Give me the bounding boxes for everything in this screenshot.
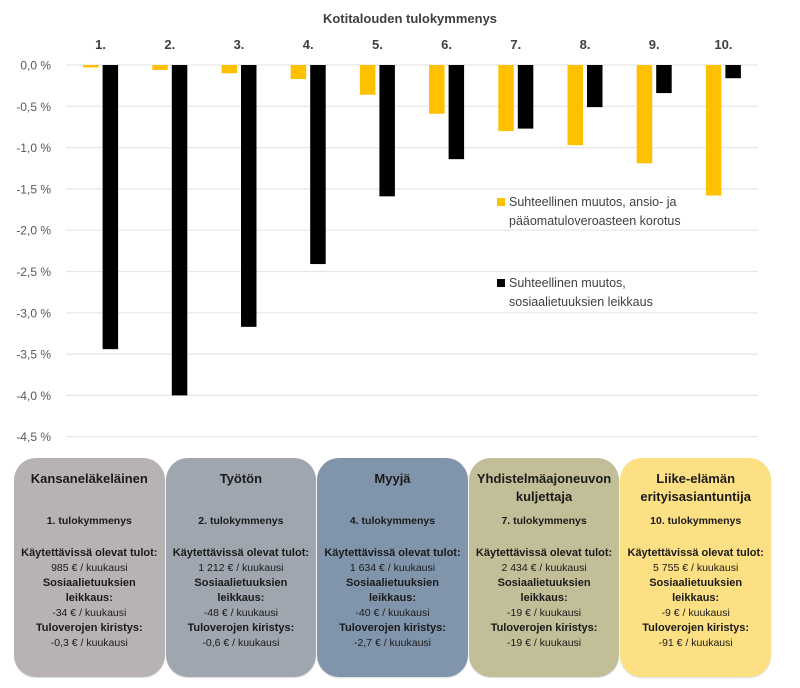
bar-tax-increase — [705, 65, 722, 196]
tax-increase-label: Tuloverojen kiristys: — [35, 621, 143, 634]
income-label: Käytettävissä olevat tulot: — [475, 546, 613, 559]
bars — [83, 65, 741, 396]
category-label: 8. — [580, 37, 591, 52]
card-title: Kansaneläkeläinen — [30, 471, 148, 486]
income-value: 985 € / kuukausi — [51, 561, 128, 574]
tax-increase-value: -0,3 € / kuukausi — [50, 636, 128, 649]
bar-tax-increase — [498, 65, 514, 132]
category-label: 4. — [303, 37, 314, 52]
income-value: 5 755 € / kuukausi — [653, 561, 739, 574]
benefit-cut-label: Sosiaalietuuksien leikkaus: — [42, 576, 136, 604]
tax-increase-label: Tuloverojen kiristys: — [339, 621, 446, 634]
chart-title: Kotitalouden tulokymmenys — [323, 11, 497, 26]
card-decile: 2. tulokymmenys — [198, 515, 284, 527]
y-tick-label: -3,5 % — [16, 348, 51, 362]
profile-card: Työtön 2. tulokymmenys Käytettävissä ole… — [165, 458, 317, 677]
profile-card: Liike-elämän erityisasiantuntija 10. tul… — [620, 458, 771, 677]
legend-swatch — [497, 198, 505, 206]
benefit-cut-value: -48 € / kuukausi — [203, 606, 278, 619]
bar-benefit-cut — [310, 65, 326, 265]
bar-tax-increase — [567, 65, 583, 146]
benefit-cut-label: Sosiaalietuuksien leikkaus: — [194, 576, 288, 604]
legend-label: sosiaalietuuksien leikkaus — [509, 295, 653, 309]
benefit-cut-value: -9 € / kuukausi — [661, 606, 730, 619]
bar-tax-increase — [429, 65, 445, 114]
bar-chart: Kotitalouden tulokymmenys 0,0 % -0,5 % -1,… — [16, 11, 758, 445]
card-decile: 7. tulokymmenys — [501, 515, 587, 527]
bar-benefit-cut — [587, 65, 603, 108]
category-label: 9. — [649, 37, 660, 52]
category-label: 2. — [164, 37, 175, 52]
category-label: 10. — [714, 37, 732, 52]
bar-benefit-cut — [448, 65, 465, 160]
benefit-cut-label: Sosiaalietuuksien leikkaus: — [497, 576, 591, 604]
y-tick-label: 0,0 % — [20, 59, 51, 73]
bar-tax-increase — [221, 65, 237, 74]
card-title: Yhdistelmäajoneuvon kuljettaja — [476, 471, 612, 504]
tax-increase-label: Tuloverojen kiristys: — [490, 621, 598, 634]
benefit-cut-value: -19 € / kuukausi — [507, 606, 582, 619]
x-axis-category-labels: 1. 2. 3. 4. 5. 6. 7. 8. 9. 10. — [95, 37, 732, 52]
y-axis-ticks: 0,0 % -0,5 % -1,0 % -1,5 % -2,0 % -2,5 % -3,0 … — [16, 59, 51, 445]
card-decile: 10. tulokymmenys — [650, 515, 742, 527]
card-title: Myyjä — [374, 471, 411, 486]
bar-tax-increase — [359, 65, 376, 95]
legend-label: Suhteellinen muutos, — [509, 276, 626, 290]
y-tick-label: -3,0 % — [16, 306, 51, 320]
benefit-cut-value: -40 € / kuukausi — [355, 606, 430, 619]
y-tick-label: -4,5 % — [16, 430, 51, 444]
bar-benefit-cut — [656, 65, 672, 94]
y-tick-label: -1,0 % — [16, 141, 51, 155]
tax-increase-value: -0,6 € / kuukausi — [202, 636, 280, 649]
bar-tax-increase — [290, 65, 307, 80]
income-value: 1 634 € / kuukausi — [349, 561, 436, 574]
benefit-cut-label: Sosiaalietuuksien leikkaus: — [346, 576, 439, 604]
category-label: 6. — [441, 37, 452, 52]
income-label: Käytettävissä olevat tulot: — [627, 546, 764, 559]
bar-benefit-cut — [241, 65, 257, 327]
profile-card: Yhdistelmäajoneuvon kuljettaja 7. tuloky… — [468, 458, 620, 677]
benefit-cut-value: -34 € / kuukausi — [52, 606, 127, 619]
bar-tax-increase — [83, 65, 99, 68]
legend-label: Suhteellinen muutos, ansio- ja — [509, 195, 677, 209]
card-decile: 1. tulokymmenys — [46, 515, 132, 527]
legend-swatch — [497, 279, 505, 287]
category-label: 5. — [372, 37, 383, 52]
profile-cards: Kansaneläkeläinen 1. tulokymmenys Käytet… — [14, 458, 771, 677]
bar-benefit-cut — [725, 65, 741, 79]
y-tick-label: -2,0 % — [16, 224, 51, 238]
benefit-cut-label: Sosiaalietuuksien leikkaus: — [649, 576, 743, 604]
bar-tax-increase — [636, 65, 653, 164]
income-label: Käytettävissä olevat tulot: — [172, 546, 310, 559]
tax-increase-label: Tuloverojen kiristys: — [642, 621, 750, 634]
bar-benefit-cut — [171, 65, 188, 396]
income-label: Käytettävissä olevat tulot: — [324, 546, 461, 559]
y-tick-label: -1,5 % — [16, 182, 51, 196]
gridlines — [66, 64, 758, 438]
income-value: 1 212 € / kuukausi — [198, 561, 284, 574]
tax-increase-value: -19 € / kuukausi — [507, 636, 582, 649]
legend: Suhteellinen muutos, ansio- ja pääomatulo… — [497, 195, 681, 309]
tax-increase-value: -2,7 € / kuukausi — [353, 636, 431, 649]
card-title: Liike-elämän erityisasiantuntija — [640, 471, 751, 504]
y-tick-label: -4,0 % — [16, 389, 51, 403]
profile-card: Kansaneläkeläinen 1. tulokymmenys Käytet… — [14, 458, 165, 677]
bar-tax-increase — [152, 65, 168, 70]
category-label: 3. — [234, 37, 245, 52]
card-title: Työtön — [219, 471, 263, 486]
category-label: 7. — [510, 37, 521, 52]
profile-card: Myyjä 4. tulokymmenys Käytettävissä olev… — [317, 458, 468, 677]
category-label: 1. — [95, 37, 106, 52]
bar-benefit-cut — [517, 65, 534, 129]
card-decile: 4. tulokymmenys — [349, 515, 436, 527]
tax-increase-label: Tuloverojen kiristys: — [187, 621, 295, 634]
tax-increase-value: -91 € / kuukausi — [658, 636, 733, 649]
y-tick-label: -2,5 % — [16, 265, 51, 279]
bar-benefit-cut — [379, 65, 395, 197]
y-tick-label: -0,5 % — [16, 100, 51, 114]
bar-benefit-cut — [102, 65, 119, 350]
income-value: 2 434 € / kuukausi — [501, 561, 587, 574]
legend-label: pääomatuloveroasteen korotus — [509, 214, 681, 228]
income-label: Käytettävissä olevat tulot: — [21, 546, 158, 559]
